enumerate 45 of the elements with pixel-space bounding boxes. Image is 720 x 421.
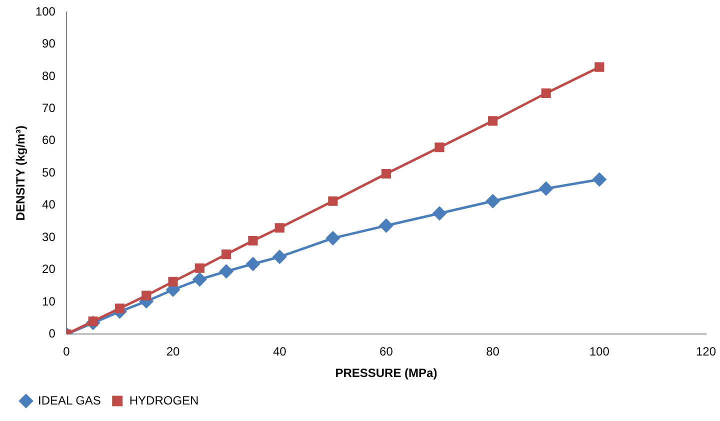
point: [434, 142, 444, 152]
y-tick-label: 10: [42, 294, 56, 308]
y-tick-label: 0: [48, 326, 56, 341]
y-tick-label: 100: [35, 4, 56, 18]
point: [432, 206, 446, 220]
point: [328, 196, 338, 206]
point: [381, 168, 391, 179]
x-tick-label: 20: [166, 344, 180, 359]
point: [192, 272, 206, 286]
x-tick-label: 0: [63, 344, 70, 359]
y-tick-label: 20: [42, 262, 56, 276]
point: [220, 264, 234, 278]
point: [222, 250, 232, 260]
y-tick-label: 50: [42, 165, 56, 180]
legend-label: HYDROGEN: [129, 393, 199, 408]
x-tick-label: 100: [589, 344, 610, 359]
y-tick-label: 40: [42, 198, 56, 212]
legend-label: IDEAL GAS: [38, 393, 101, 408]
x-tick-label: 40: [272, 344, 287, 359]
y-tick-label: 30: [42, 230, 56, 244]
point: [379, 218, 393, 232]
y-tick-label: 60: [42, 133, 56, 148]
point: [272, 250, 286, 264]
y-tick-label: 90: [42, 36, 56, 51]
point: [114, 304, 125, 314]
point: [594, 62, 604, 72]
point: [168, 276, 178, 286]
point: [541, 88, 551, 98]
point: [488, 116, 498, 126]
y-tick-label: 80: [42, 68, 56, 83]
point: [486, 194, 500, 208]
point: [248, 236, 258, 246]
point: [246, 257, 260, 271]
x-axis-title: PRESSURE (MPa): [335, 366, 438, 380]
point: [539, 182, 553, 196]
point: [274, 223, 284, 233]
y-tick-label: 70: [42, 100, 56, 115]
y-axis-title: DENSITY (kg/m³): [14, 126, 28, 221]
x-tick-label: 80: [486, 344, 500, 359]
point: [142, 290, 152, 300]
point: [194, 263, 204, 273]
point: [592, 172, 606, 186]
point: [326, 231, 340, 245]
x-tick-label: 60: [380, 344, 394, 359]
x-tick-label: 120: [696, 344, 716, 359]
